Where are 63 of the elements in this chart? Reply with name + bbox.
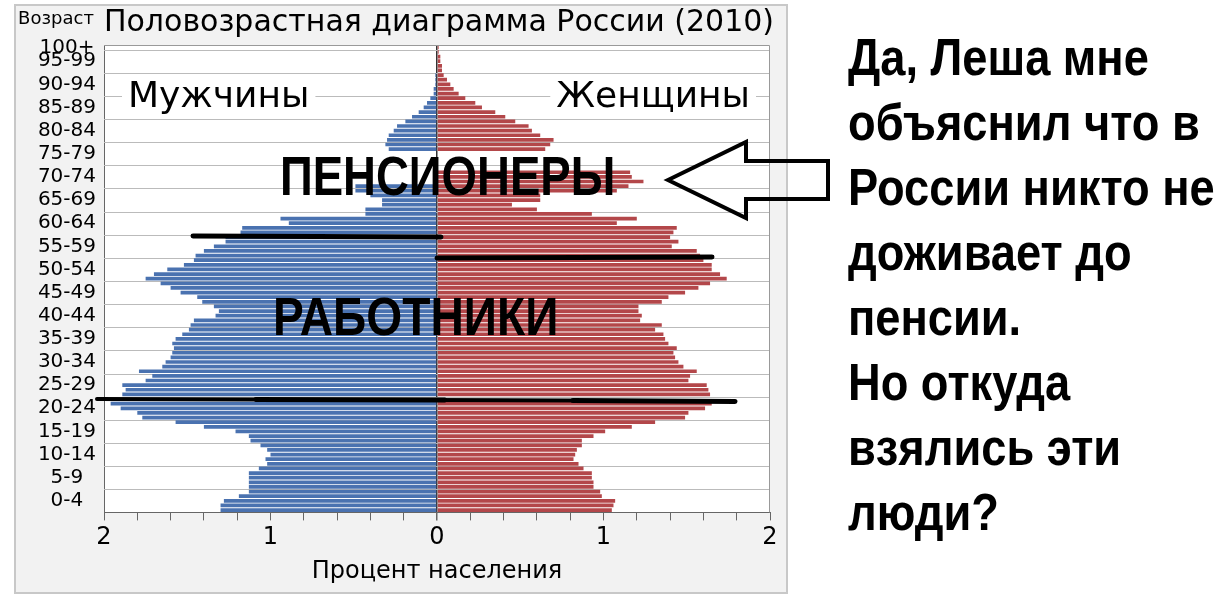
text: Но откуда взялись эти люди? [848, 352, 1122, 543]
bar [437, 77, 447, 82]
y-tick-label: 55-59 [37, 232, 96, 257]
bar [250, 438, 437, 443]
y-tick-label: 30-34 [37, 348, 96, 373]
bar [437, 360, 679, 364]
x-tick-label: 1 [262, 522, 279, 551]
bar [248, 480, 437, 485]
bar [145, 276, 437, 281]
y-tick-label: 50-54 [37, 255, 96, 280]
y-tick-label: 80-84 [37, 116, 96, 141]
y-tick-label: 25-29 [37, 371, 96, 396]
bar [223, 498, 437, 503]
bar [437, 443, 582, 448]
y-tick-label: 75-79 [37, 139, 96, 164]
bar [165, 360, 437, 364]
bar [248, 475, 437, 480]
y-tick-label: 20-24 [37, 394, 96, 419]
chart-title: Половозрастная диаграмма России (2010) [103, 2, 775, 38]
y-tick-label: 10-14 [37, 440, 96, 465]
bar [437, 369, 697, 374]
bar [430, 96, 437, 101]
bar [138, 369, 437, 374]
bar [437, 475, 592, 480]
bar [437, 124, 529, 128]
text: Да, Леша мне объяснил что в России никто не доживает до пенсии. [848, 27, 1215, 348]
y-tick-label: 5-9 [50, 463, 84, 488]
y-tick-label: 0-4 [50, 487, 84, 512]
x-tick-label: 1 [595, 522, 612, 551]
y-tick-label: 35-39 [37, 325, 96, 350]
bar [437, 63, 442, 68]
bar [437, 498, 616, 503]
y-tick-label: 65-69 [37, 186, 96, 211]
text: Мужчины [128, 74, 310, 116]
bar [437, 350, 674, 355]
x-tick-label: 2 [96, 522, 112, 551]
x-axis-title: Процент населения [311, 555, 563, 584]
bar [242, 225, 437, 230]
y-tick-label: 85-89 [37, 93, 96, 118]
bar [437, 225, 677, 230]
series-label: Женщины [556, 74, 751, 116]
x-tick-label: 2 [762, 522, 778, 551]
y-tick-label: 60-64 [37, 209, 96, 234]
bar [437, 387, 709, 392]
bar [437, 82, 451, 87]
bar [437, 480, 594, 485]
bar [437, 508, 612, 512]
y-tick-label: 90-94 [37, 70, 96, 95]
y-tick-label: 45-49 [37, 278, 96, 303]
bar [437, 239, 679, 244]
y-tick-label: 15-19 [37, 417, 96, 442]
y-tick-label: 70-74 [37, 163, 96, 188]
bar [172, 350, 437, 355]
bar [397, 124, 437, 128]
bar [365, 207, 437, 212]
bar [388, 133, 437, 138]
bar [265, 457, 437, 462]
bar [220, 508, 437, 512]
bar [125, 387, 437, 392]
y-tick-label: 40-44 [37, 301, 96, 326]
bar [437, 276, 727, 281]
x-tick-label: 0 [429, 522, 445, 551]
y-axis-title: Возраст [18, 6, 94, 28]
